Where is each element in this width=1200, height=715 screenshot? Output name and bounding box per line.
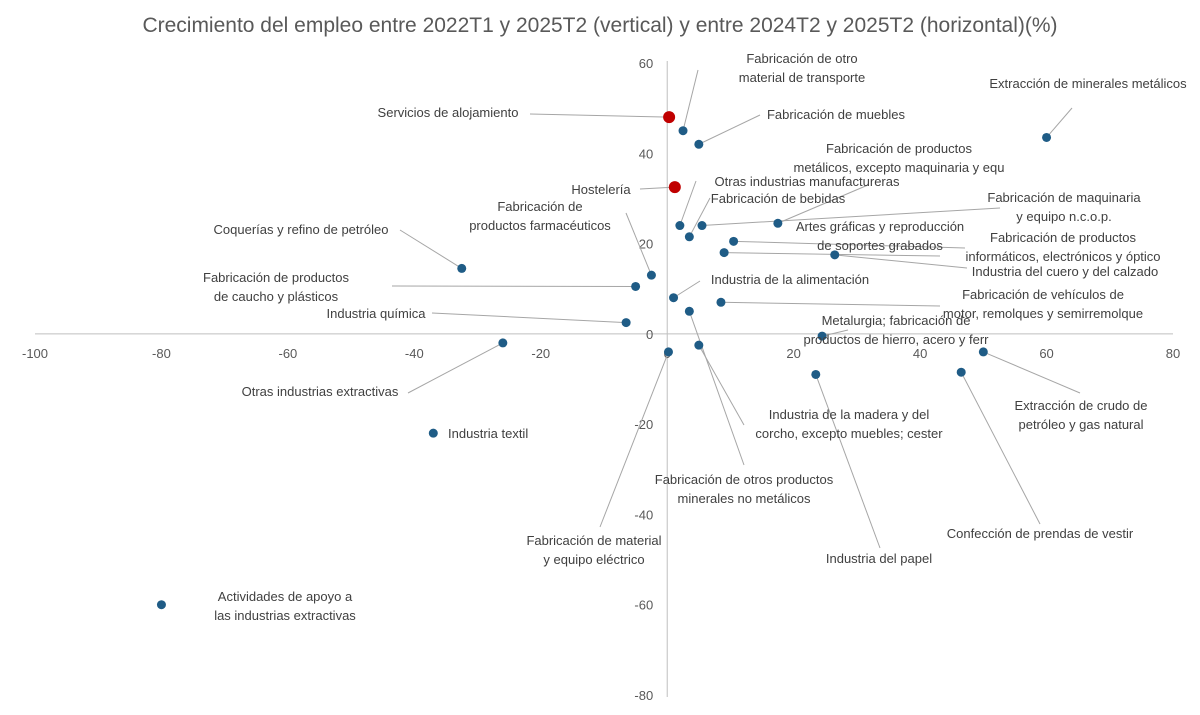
x-tick-label: 40	[913, 346, 927, 361]
data-label: Industria textil	[448, 426, 528, 441]
leader-line	[679, 180, 697, 226]
data-label: Fabricación de productos metálicos, excep…	[793, 141, 1004, 175]
data-label: Artes gráficas y reproducción de soportes…	[796, 219, 964, 253]
data-point	[729, 236, 739, 246]
data-label: Otras industrias manufactureras	[715, 174, 900, 189]
y-tick-label: -20	[634, 417, 653, 432]
y-tick-label: -60	[634, 598, 653, 613]
leader-line	[599, 351, 669, 528]
highlight-point	[668, 181, 681, 194]
data-label: Servicios de alojamiento	[378, 105, 519, 120]
data-point	[694, 139, 704, 149]
x-tick-label: -40	[405, 346, 424, 361]
data-label: Confección de prendas de vestir	[947, 526, 1134, 541]
leader-line	[399, 229, 463, 269]
leader-line	[733, 240, 966, 249]
leader-line	[983, 351, 1081, 394]
data-point	[646, 270, 656, 280]
y-tick-label: -40	[634, 507, 653, 522]
data-point	[678, 126, 688, 136]
data-point	[719, 248, 729, 258]
data-point	[675, 221, 685, 231]
data-label: Extracción de minerales metálicos	[989, 76, 1187, 91]
y-tick-label: 20	[639, 237, 653, 252]
leader-line	[688, 197, 711, 238]
data-label: Industria de la madera y del corcho, exce…	[755, 407, 943, 441]
leader-line	[625, 212, 652, 276]
data-label: Otras industrias extractivas	[242, 384, 399, 399]
data-point	[669, 293, 679, 303]
x-tick-label: 20	[786, 346, 800, 361]
data-label: Actividades de apoyo a las industrias ext…	[214, 589, 356, 623]
data-label: Fabricación de muebles	[767, 107, 906, 122]
leader-line	[777, 184, 869, 224]
leader-line	[815, 374, 881, 549]
x-tick-label: 60	[1039, 346, 1053, 361]
data-point	[1042, 132, 1052, 142]
data-label: Fabricación de productos de caucho y plás…	[203, 270, 349, 304]
data-point	[817, 331, 827, 341]
leader-line	[1046, 107, 1073, 138]
leader-line	[698, 114, 761, 145]
data-label: Coquerías y refino de petróleo	[214, 222, 389, 237]
data-label: Hostelería	[571, 182, 631, 197]
data-label: Fabricación de productos informáticos, el…	[965, 230, 1160, 264]
leader-line	[701, 207, 1001, 227]
data-label: Fabricación de material y equipo eléctric…	[526, 533, 661, 567]
data-point	[457, 263, 467, 273]
data-point	[684, 232, 694, 242]
data-point	[631, 281, 641, 291]
data-label: Industria del cuero y del calzado	[972, 264, 1158, 279]
data-label: Fabricación de maquinaria y equipo n.c.o.…	[987, 190, 1141, 224]
x-tick-label: -60	[278, 346, 297, 361]
y-tick-label: 40	[639, 146, 653, 161]
data-point	[663, 347, 673, 357]
leader-line	[431, 312, 627, 324]
chart-title: Crecimiento del empleo entre 2022T1 y 20…	[142, 14, 1058, 37]
data-label: Fabricación de productos farmacéuticos	[469, 199, 611, 233]
data-label: Industria del papel	[826, 551, 932, 566]
data-label: Industria química	[327, 306, 427, 321]
data-label: Fabricación de vehículos de motor, remolq…	[943, 287, 1143, 321]
leader-line	[673, 280, 701, 299]
y-tick-label: 0	[646, 327, 653, 342]
data-label: Fabricación de bebidas	[711, 191, 846, 206]
y-tick-label: 60	[639, 56, 653, 71]
leader-line	[720, 301, 941, 307]
data-label: Fabricación de otro material de transport…	[739, 51, 865, 85]
x-tick-label: -20	[531, 346, 550, 361]
x-tick-label: -100	[22, 346, 48, 361]
leader-line	[529, 113, 670, 118]
data-point	[428, 428, 438, 438]
data-label: Extracción de crudo de petróleo y gas nat…	[1015, 398, 1148, 432]
y-tick-label: -80	[634, 688, 653, 703]
highlight-point	[663, 111, 676, 124]
data-point	[684, 306, 694, 316]
data-point	[694, 340, 704, 350]
data-point	[773, 218, 783, 228]
data-label: Industria de la alimentación	[711, 272, 869, 287]
leader-line	[688, 311, 745, 466]
leader-line	[682, 69, 699, 131]
data-point	[716, 297, 726, 307]
x-tick-label: -80	[152, 346, 171, 361]
x-tick-label: 80	[1166, 346, 1180, 361]
data-point	[621, 318, 631, 328]
leader-line	[407, 342, 504, 394]
data-label: Metalurgia; fabricación de productos de h…	[804, 313, 990, 347]
data-point	[156, 600, 166, 610]
data-point	[956, 367, 966, 377]
data-label: Fabricación de otros productos minerales …	[655, 472, 834, 506]
data-point	[498, 338, 508, 348]
leader-line	[960, 371, 1041, 525]
data-point	[697, 221, 707, 231]
data-point	[830, 250, 840, 260]
data-point	[811, 369, 821, 379]
leader-line	[834, 254, 968, 269]
data-point	[978, 347, 988, 357]
